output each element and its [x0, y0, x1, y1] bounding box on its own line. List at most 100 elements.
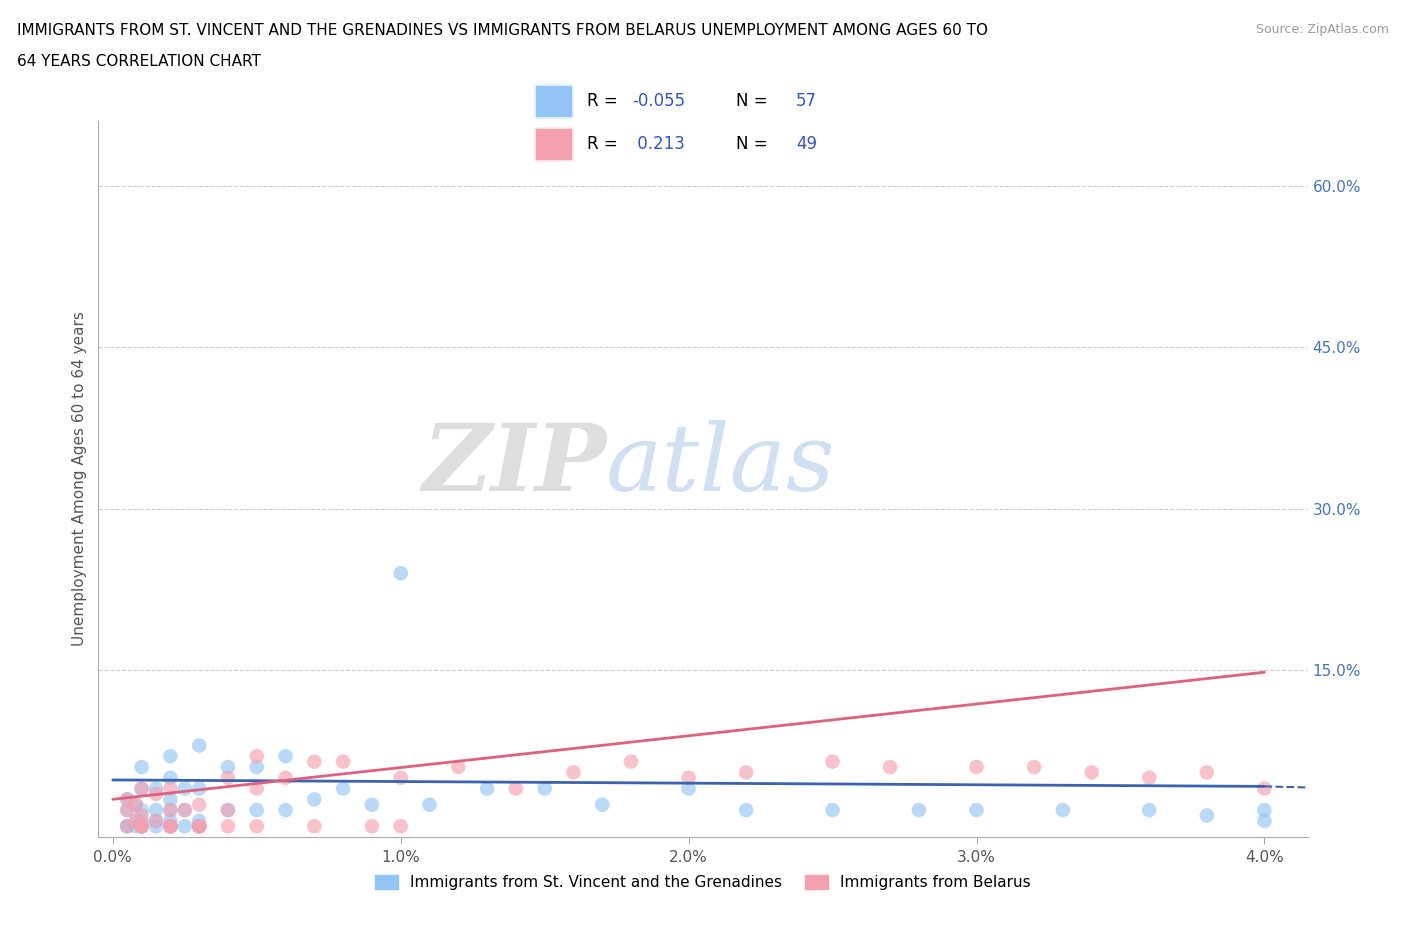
Point	[159, 818, 181, 833]
Text: 0.213: 0.213	[633, 135, 685, 153]
Point	[115, 818, 138, 833]
Text: 64 YEARS CORRELATION CHART: 64 YEARS CORRELATION CHART	[17, 54, 260, 69]
Text: N =: N =	[737, 135, 773, 153]
Point	[131, 803, 153, 817]
Point	[246, 818, 269, 833]
Point	[274, 803, 297, 817]
Point	[1253, 781, 1275, 796]
Point	[131, 818, 153, 833]
Point	[145, 781, 167, 796]
Point	[188, 818, 211, 833]
Point	[115, 791, 138, 806]
Legend: Immigrants from St. Vincent and the Grenadines, Immigrants from Belarus: Immigrants from St. Vincent and the Gren…	[375, 875, 1031, 890]
Point	[131, 818, 153, 833]
Point	[173, 803, 195, 817]
Point	[1253, 803, 1275, 817]
Point	[115, 791, 138, 806]
Point	[188, 818, 211, 833]
Point	[145, 814, 167, 829]
Point	[304, 754, 326, 769]
Point	[821, 754, 844, 769]
Point	[591, 797, 613, 812]
Text: 49: 49	[796, 135, 817, 153]
Point	[145, 814, 167, 829]
Point	[274, 749, 297, 764]
Point	[620, 754, 643, 769]
Point	[1052, 803, 1074, 817]
Point	[361, 797, 384, 812]
Point	[217, 760, 239, 775]
Point	[145, 787, 167, 802]
Point	[332, 754, 354, 769]
Point	[361, 818, 384, 833]
Point	[159, 818, 181, 833]
Text: Source: ZipAtlas.com: Source: ZipAtlas.com	[1256, 23, 1389, 36]
Text: N =: N =	[737, 92, 773, 111]
Point	[159, 814, 181, 829]
Text: -0.055: -0.055	[633, 92, 685, 111]
Point	[159, 818, 181, 833]
Bar	[536, 86, 572, 117]
Point	[188, 738, 211, 753]
Point	[1253, 814, 1275, 829]
Point	[332, 781, 354, 796]
Point	[1080, 765, 1102, 780]
Text: 57: 57	[796, 92, 817, 111]
Point	[131, 818, 153, 833]
Point	[188, 797, 211, 812]
Point	[274, 770, 297, 785]
Point	[159, 803, 181, 817]
Point	[159, 749, 181, 764]
Point	[966, 760, 988, 775]
Point	[131, 818, 153, 833]
Text: atlas: atlas	[606, 419, 835, 510]
Point	[173, 818, 195, 833]
Point	[125, 818, 148, 833]
Point	[246, 749, 269, 764]
Text: ZIP: ZIP	[422, 419, 606, 510]
Point	[304, 791, 326, 806]
Point	[246, 781, 269, 796]
Point	[678, 770, 700, 785]
Point	[505, 781, 527, 796]
Point	[389, 565, 412, 580]
Point	[533, 781, 555, 796]
Point	[131, 818, 153, 833]
Point	[115, 818, 138, 833]
Text: R =: R =	[588, 92, 623, 111]
Text: IMMIGRANTS FROM ST. VINCENT AND THE GRENADINES VS IMMIGRANTS FROM BELARUS UNEMPL: IMMIGRANTS FROM ST. VINCENT AND THE GREN…	[17, 23, 988, 38]
Point	[821, 803, 844, 817]
Point	[1137, 770, 1160, 785]
Point	[145, 818, 167, 833]
Point	[125, 797, 148, 812]
Point	[115, 803, 138, 817]
Point	[159, 770, 181, 785]
Point	[125, 814, 148, 829]
Point	[125, 814, 148, 829]
Point	[447, 760, 470, 775]
Point	[1137, 803, 1160, 817]
Point	[131, 781, 153, 796]
Point	[562, 765, 585, 780]
Point	[678, 781, 700, 796]
Point	[131, 818, 153, 833]
Point	[217, 803, 239, 817]
Point	[159, 818, 181, 833]
Point	[159, 803, 181, 817]
Point	[131, 760, 153, 775]
Point	[188, 818, 211, 833]
Point	[879, 760, 901, 775]
Bar	[536, 128, 572, 160]
Y-axis label: Unemployment Among Ages 60 to 64 years: Unemployment Among Ages 60 to 64 years	[72, 312, 87, 646]
Point	[304, 818, 326, 833]
Point	[188, 781, 211, 796]
Point	[1195, 765, 1218, 780]
Point	[908, 803, 931, 817]
Point	[735, 765, 758, 780]
Point	[246, 803, 269, 817]
Point	[125, 797, 148, 812]
Bar	[536, 86, 572, 117]
Point	[217, 803, 239, 817]
Point	[159, 818, 181, 833]
Point	[188, 818, 211, 833]
